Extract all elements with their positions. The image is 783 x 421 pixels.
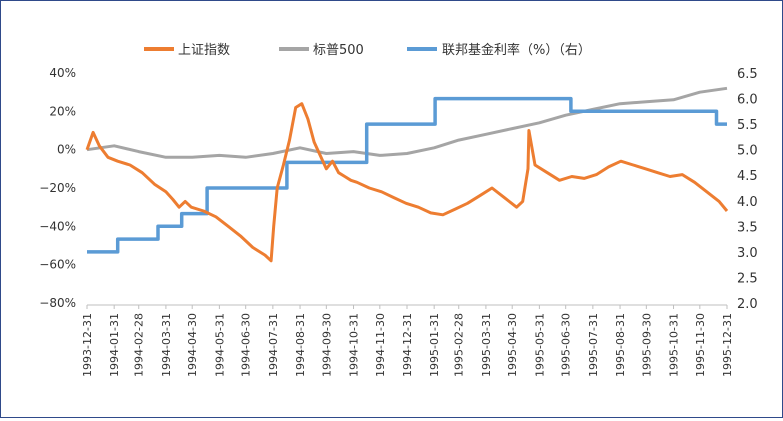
y-left-tick-label: 0% xyxy=(57,143,76,157)
y-left-tick-label: −60% xyxy=(39,258,76,272)
legend-label: 上证指数 xyxy=(178,43,230,58)
left-y-axis: 40% 20% 0% −20% −40% −60% −80% xyxy=(39,66,76,310)
x-tick-label: 1995-11-30 xyxy=(694,313,707,377)
x-tick-label: 1995-09-30 xyxy=(640,313,653,377)
x-tick-label: 1995-04-30 xyxy=(506,313,519,377)
x-tick-label: 1995-12-31 xyxy=(721,313,734,377)
y-right-tick-label: 4.5 xyxy=(737,169,758,184)
x-tick-label: 1994-05-31 xyxy=(213,313,226,377)
legend-label: 标普500 xyxy=(313,43,364,58)
y-left-tick-label: 40% xyxy=(49,66,76,80)
x-tick-label: 1995-08-31 xyxy=(614,313,627,377)
x-tick-label: 1995-06-30 xyxy=(560,313,573,377)
y-right-tick-label: 5.5 xyxy=(737,118,758,133)
y-left-tick-label: −80% xyxy=(39,296,76,310)
x-tick-label: 1994-01-31 xyxy=(108,313,121,377)
y-right-tick-label: 3.5 xyxy=(737,220,758,235)
y-left-tick-label: −40% xyxy=(39,219,76,233)
y-right-tick-label: 6.0 xyxy=(737,93,758,108)
x-tick-label: 1994-12-31 xyxy=(401,313,414,377)
series-line-0 xyxy=(85,102,729,263)
x-tick-label: 1994-08-31 xyxy=(294,313,307,377)
x-tick-label: 1995-02-28 xyxy=(453,313,466,377)
plot-area xyxy=(85,86,729,263)
x-tick-label: 1994-09-30 xyxy=(320,313,333,377)
x-tick-label: 1994-02-28 xyxy=(133,313,146,377)
x-tick-label: 1994-06-30 xyxy=(240,313,253,377)
y-right-tick-label: 2.5 xyxy=(737,271,758,286)
y-right-tick-label: 4.0 xyxy=(737,195,758,210)
y-left-tick-label: 20% xyxy=(49,104,76,118)
x-tick-label: 1995-03-31 xyxy=(480,313,493,377)
x-tick-label: 1995-01-31 xyxy=(428,313,441,377)
series-line-2 xyxy=(87,96,727,254)
y-left-tick-label: −20% xyxy=(39,181,76,195)
legend-label: 联邦基金利率（%）（右） xyxy=(442,42,591,58)
x-tick-label: 1994-07-31 xyxy=(267,313,280,377)
x-tick-label: 1993-12-31 xyxy=(81,313,94,377)
x-tick-label: 1994-03-31 xyxy=(160,313,173,377)
x-tick-label: 1995-07-31 xyxy=(587,313,600,377)
series-line-1 xyxy=(86,86,728,159)
y-right-tick-label: 2.0 xyxy=(737,297,758,312)
y-right-tick-label: 6.5 xyxy=(737,67,758,82)
x-axis: 1993-12-31 1994-01-31 1994-02-28 1994-03-31… xyxy=(81,304,734,377)
x-tick-label: 1994-10-31 xyxy=(348,313,361,377)
x-tick-label: 1995-10-31 xyxy=(668,313,681,377)
right-y-axis: 6.5 6.0 5.5 5.0 4.5 4.0 3.5 3.0 2.5 2.0 xyxy=(737,67,758,312)
x-tick-label: 1994-04-30 xyxy=(186,313,199,377)
x-tick-label: 1995-05-31 xyxy=(533,313,546,377)
y-right-tick-label: 5.0 xyxy=(737,144,758,159)
x-tick-label: 1994-11-30 xyxy=(374,313,387,377)
y-right-tick-label: 3.0 xyxy=(737,246,758,261)
legend: 上证指数 标普500 联邦基金利率（%）（右） xyxy=(144,42,591,58)
